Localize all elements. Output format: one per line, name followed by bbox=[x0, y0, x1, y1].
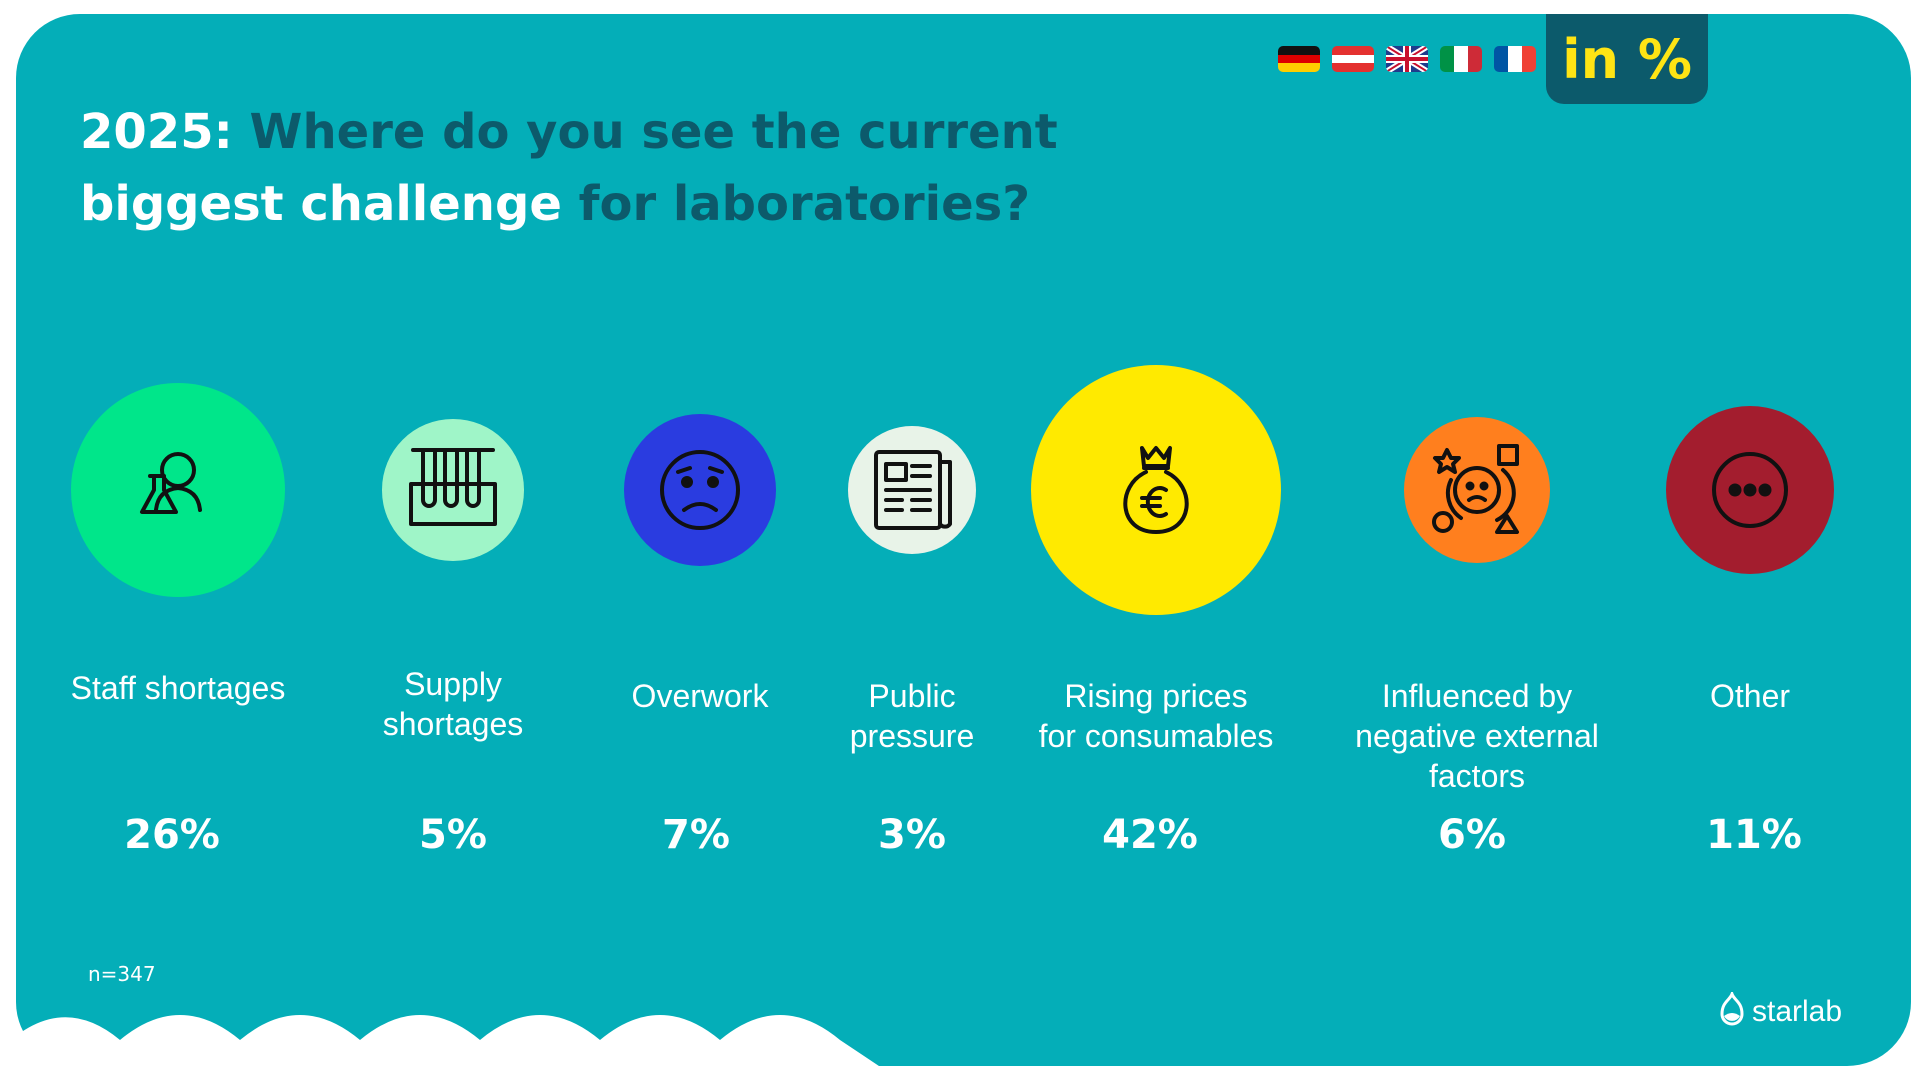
value-label-3: 7% bbox=[662, 812, 730, 858]
category-label-line: Supply bbox=[404, 666, 502, 702]
more-dots-icon bbox=[1712, 452, 1788, 528]
category-label-3: Overwork bbox=[550, 676, 850, 716]
italy-flag bbox=[1440, 46, 1482, 72]
test-tubes-rack-icon bbox=[409, 448, 497, 526]
value-label-6: 6% bbox=[1438, 812, 1506, 858]
worried-face-icon bbox=[660, 450, 740, 530]
bubble-3 bbox=[624, 414, 776, 566]
starlab-logo: starlab bbox=[1718, 992, 1842, 1032]
category-label-line: Staff shortages bbox=[70, 670, 286, 706]
euro-money-bag-icon bbox=[1123, 446, 1189, 534]
france-flag bbox=[1494, 46, 1536, 72]
title-emphasis: biggest challenge bbox=[80, 176, 562, 232]
bubble-2 bbox=[382, 419, 524, 561]
unit-badge: in % bbox=[1546, 14, 1708, 104]
value-label-1: 26% bbox=[124, 812, 220, 858]
category-label-line: Rising prices bbox=[1064, 678, 1248, 714]
category-label-line: for consumables bbox=[1038, 718, 1274, 754]
category-label-line: Public bbox=[868, 678, 956, 714]
title-year: 2025: bbox=[80, 104, 233, 160]
category-label-line: shortages bbox=[382, 706, 524, 742]
title-part1: Where do you see the current bbox=[249, 104, 1058, 160]
category-label-5: Rising prices for consumables bbox=[1006, 676, 1306, 756]
category-label-line: negative external bbox=[1355, 718, 1599, 754]
category-label-6: Influenced by negative external factors bbox=[1327, 676, 1627, 796]
category-label-1: Staff shortages bbox=[28, 668, 328, 708]
category-label-7: Other bbox=[1600, 676, 1900, 716]
stressed-face-external-icon bbox=[1432, 444, 1519, 534]
category-label-2: Supply shortages bbox=[303, 664, 603, 744]
germany-flag bbox=[1278, 46, 1320, 72]
category-label-line: Overwork bbox=[631, 678, 769, 714]
category-label-line: Influenced by bbox=[1381, 678, 1573, 714]
value-label-4: 3% bbox=[878, 812, 946, 858]
brand-name: starlab bbox=[1752, 995, 1843, 1028]
sample-size: n=347 bbox=[88, 962, 156, 986]
newspaper-icon bbox=[874, 450, 952, 530]
chart-card bbox=[16, 14, 1911, 1066]
bubble-6 bbox=[1403, 416, 1551, 564]
value-label-2: 5% bbox=[419, 812, 487, 858]
starlab-logo-icon bbox=[1720, 992, 1744, 1026]
value-label-5: 42% bbox=[1102, 812, 1198, 858]
title-part2: for laboratories? bbox=[578, 176, 1031, 232]
category-label-4: Public pressure bbox=[762, 676, 1062, 756]
austria-flag bbox=[1332, 46, 1374, 72]
category-label-line: Other bbox=[1709, 678, 1791, 714]
category-label-line: factors bbox=[1428, 758, 1526, 794]
chart-title: 2025: Where do you see the current bigge… bbox=[80, 96, 1080, 240]
uk-flag bbox=[1386, 46, 1428, 72]
scientist-flask-icon bbox=[140, 452, 202, 514]
wave-decoration bbox=[0, 1015, 900, 1080]
category-label-line: pressure bbox=[849, 718, 975, 754]
value-label-7: 11% bbox=[1706, 812, 1802, 858]
